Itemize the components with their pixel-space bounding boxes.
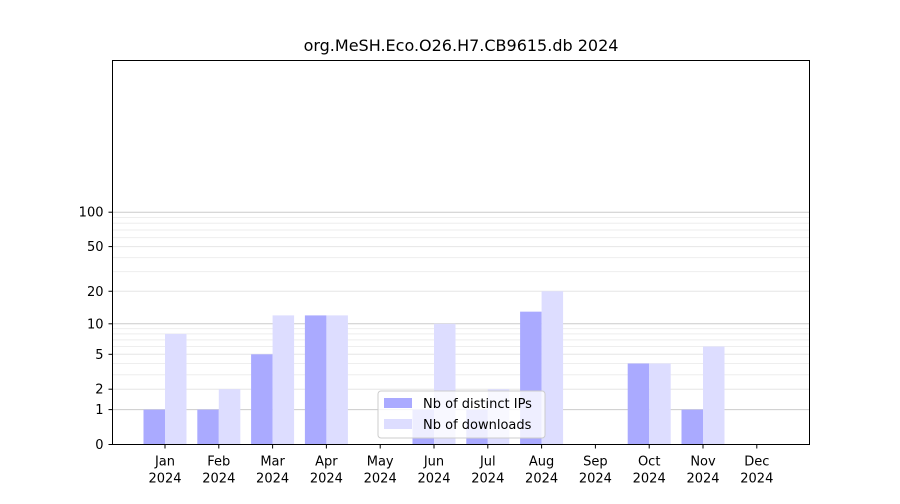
x-axis: Jan 2024 Feb 2024 Mar 2024 Apr 2024 May 2024 Jun 20… [148,444,773,487]
y-tick-label: 0 [95,438,103,453]
x-tick-label-year: 2024 [686,472,719,487]
x-tick-label-month: Dec [744,455,769,470]
y-tick-label: 100 [79,206,104,221]
bar-distinct-ips [251,354,273,445]
y-tick-label: 1 [95,403,103,418]
bar-distinct-ips [304,315,327,445]
x-tick-label-month: Jan [154,455,175,470]
x-tick-label-year: 2024 [633,472,666,487]
x-tick-label-year: 2024 [417,472,450,487]
bar-downloads [703,346,725,445]
bar-distinct-ips [143,409,165,445]
x-tick-label-month: May [367,455,394,470]
legend-label-downloads: Nb of downloads [423,418,532,433]
x-tick-label-month: Apr [315,455,338,470]
y-tick-label: 2 [95,383,103,398]
bar-downloads [541,291,564,445]
x-tick-label-year: 2024 [148,472,181,487]
bar-downloads [649,363,671,445]
x-tick-label-month: Mar [260,455,285,470]
plot-frame [112,60,810,445]
bar-downloads [272,315,295,445]
chart-title: org.MeSH.Eco.O26.H7.CB9615.db 2024 [304,36,619,55]
bar-distinct-ips [197,409,219,445]
x-tick-label-month: Aug [529,455,554,470]
gridlines [112,211,810,411]
x-tick-label-year: 2024 [364,472,397,487]
legend-label-ips: Nb of distinct IPs [423,397,532,412]
x-tick-label-month: Feb [207,455,230,470]
legend-swatch-ips [384,398,412,408]
x-tick-label-year: 2024 [202,472,235,487]
legend-swatch-downloads [384,419,412,429]
x-tick-label-month: Oct [638,455,660,470]
x-tick-label-month: Jun [423,455,444,470]
bar-distinct-ips [681,409,703,445]
x-tick-label-month: Jul [479,455,496,470]
y-tick-label: 5 [95,348,103,363]
x-tick-label-year: 2024 [740,472,773,487]
y-tick-label: 20 [87,285,104,300]
x-tick-label-year: 2024 [471,472,504,487]
y-axis: 0 1 2 5 10 20 50 100 [79,206,113,453]
x-tick-label-month: Nov [690,455,716,470]
y-tick-label: 10 [87,317,104,332]
x-tick-label-year: 2024 [310,472,343,487]
legend: Nb of distinct IPs Nb of downloads [377,390,546,439]
bar-downloads [326,315,348,445]
bar-downloads [218,389,241,445]
legend-box [377,390,546,439]
x-tick-label-year: 2024 [579,472,612,487]
bar-downloads [165,333,187,445]
x-tick-label-year: 2024 [525,472,558,487]
x-tick-label-year: 2024 [256,472,289,487]
bar-distinct-ips [627,363,650,445]
x-tick-label-month: Sep [583,455,608,470]
y-tick-label: 50 [87,240,104,255]
